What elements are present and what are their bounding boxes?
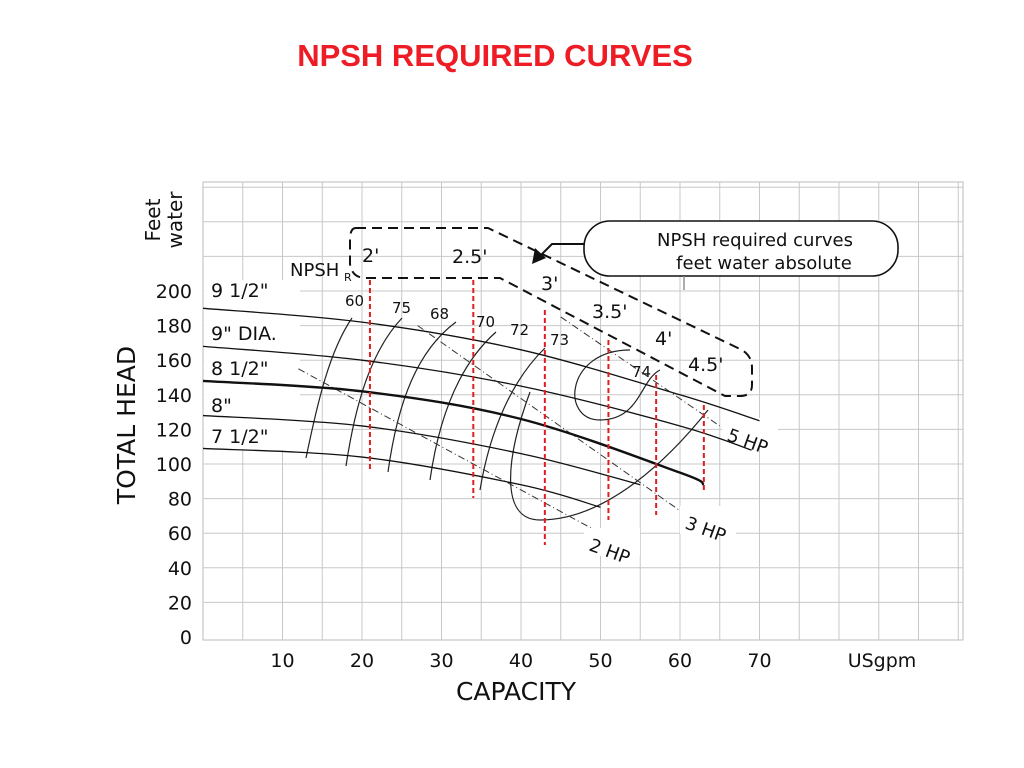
x-tick-label: 30 — [429, 650, 453, 672]
impeller-curve — [202, 307, 760, 422]
efficiency-curve — [429, 331, 497, 481]
horsepower-line — [298, 368, 601, 534]
impeller-curve — [202, 414, 641, 486]
npsh-value-label: 3.5' — [592, 301, 627, 323]
impeller-curve-label: 7 1/2" — [211, 426, 268, 448]
page-title: NPSH REQUIRED CURVES — [297, 38, 693, 73]
y-tick-label: 0 — [180, 627, 192, 649]
horsepower-line — [417, 325, 681, 512]
callout-arrow-line — [539, 243, 585, 257]
npsh-subscript: R — [344, 271, 352, 284]
npsh-value-label: 4.5' — [688, 354, 723, 376]
npsh-required-lines — [368, 280, 705, 545]
y-unit-label: water — [163, 191, 187, 249]
efficiency-label: 68 — [430, 305, 449, 323]
efficiency-label: 74 — [632, 363, 651, 381]
efficiency-curve — [345, 317, 403, 467]
efficiency-curve — [387, 321, 457, 473]
impeller-curve — [202, 447, 601, 508]
npsh-value-label: 3' — [541, 273, 558, 295]
x-tick-label: 20 — [350, 650, 374, 672]
efficiency-label: 72 — [510, 321, 529, 339]
npsh-value-label: 2' — [362, 245, 379, 267]
hp-label-mask — [584, 528, 640, 556]
y-tick-label: 80 — [168, 489, 192, 511]
npsh-label: NPSH — [290, 260, 339, 281]
x-tick-label: 70 — [747, 650, 771, 672]
y-tick-label: 60 — [168, 523, 192, 545]
efficiency-label: 70 — [476, 313, 495, 331]
impeller-curve-label: 8" — [211, 395, 232, 417]
x-axis-title: CAPACITY — [456, 677, 577, 706]
efficiency-label: 75 — [392, 299, 411, 317]
efficiency-label: 73 — [550, 331, 569, 349]
y-tick-label: 120 — [156, 419, 192, 441]
y-tick-label: 20 — [168, 592, 192, 614]
hp-label-mask — [722, 418, 778, 446]
x-tick-label: 40 — [509, 650, 533, 672]
y-tick-label: 200 — [156, 281, 192, 303]
y-tick-label: 160 — [156, 350, 192, 372]
impeller-curve-label: 9 1/2" — [211, 280, 268, 302]
impeller-curve-label: 9" DIA. — [211, 323, 277, 345]
y-tick-label: 180 — [156, 316, 192, 338]
y-tick-label: 100 — [156, 454, 192, 476]
x-tick-label: 10 — [270, 650, 294, 672]
callout-arrow-head — [532, 248, 546, 264]
callout-text: feet water absolute — [676, 253, 852, 274]
efficiency-curve — [305, 317, 353, 459]
impeller-curve-label: 8 1/2" — [211, 358, 268, 380]
y-axis-title: TOTAL HEAD — [112, 346, 141, 505]
x-tick-label: 50 — [588, 650, 612, 672]
efficiency-curve — [574, 349, 661, 421]
horsepower-lines — [298, 316, 721, 534]
efficiency-label: 60 — [345, 292, 364, 310]
horsepower-line — [560, 316, 721, 427]
y-tick-label: 40 — [168, 558, 192, 580]
impeller-curve — [202, 379, 705, 486]
impeller-curves — [202, 307, 760, 508]
y-unit-label: Feet — [141, 198, 165, 241]
x-unit-label: USgpm — [848, 650, 917, 672]
efficiency-curve — [510, 391, 709, 521]
x-tick-label: 60 — [668, 650, 692, 672]
label-mask — [204, 280, 300, 450]
hp-label-mask — [680, 506, 736, 534]
callout-text: NPSH required curves — [657, 230, 853, 251]
npsh-value-label: 4' — [655, 328, 672, 350]
y-tick-label: 140 — [156, 385, 192, 407]
callout-box — [583, 220, 899, 277]
npsh-value-label: 2.5' — [452, 246, 487, 268]
impeller-curve — [202, 345, 752, 451]
